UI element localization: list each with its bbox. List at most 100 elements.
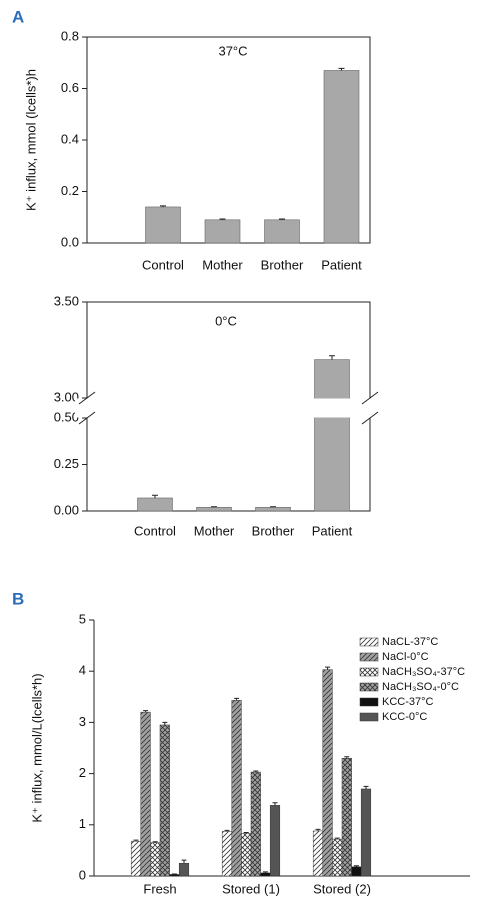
bar — [312, 830, 324, 877]
error-bar — [234, 697, 240, 701]
error-bar — [171, 873, 177, 875]
y-tick-label: 2 — [79, 765, 86, 780]
panel-label: A — [12, 7, 24, 26]
bar — [145, 206, 181, 244]
legend-swatch — [359, 712, 379, 722]
error-bar — [224, 829, 230, 832]
bar — [323, 70, 360, 244]
error-bar — [152, 494, 158, 498]
legend-swatch — [359, 637, 379, 647]
x-tick-label: Patient — [312, 523, 353, 538]
y-axis-label: K⁺ influx, mmol/L(lcells*h) — [29, 673, 44, 822]
panel-label: B — [12, 589, 24, 608]
y-tick-label: 0 — [79, 867, 86, 882]
error-bar — [160, 205, 166, 207]
bar — [351, 866, 362, 877]
bar — [260, 872, 271, 877]
x-tick-label: Fresh — [143, 881, 176, 896]
bar — [231, 700, 242, 877]
y-tick-label: 0.6 — [61, 80, 79, 95]
axis-break-gap — [75, 398, 382, 418]
legend-label: KCC-0°C — [382, 711, 427, 723]
y-axis-label: K⁺ influx, mmol (lcells*)h — [23, 69, 38, 211]
legend-label: KCC-37°C — [382, 696, 434, 708]
error-bar — [329, 355, 335, 360]
x-tick-label: Stored (2) — [313, 881, 371, 896]
bar — [178, 862, 190, 877]
legend-swatch — [359, 652, 379, 662]
error-bar — [181, 859, 187, 864]
bar — [241, 833, 252, 877]
legend-swatch — [359, 697, 379, 707]
legend-label: NaCL-37°C — [382, 636, 438, 648]
axis-break-mark — [361, 391, 379, 405]
y-tick-label: 3 — [79, 714, 86, 729]
bar — [314, 359, 350, 512]
error-bar — [325, 666, 331, 670]
axis-break-mark — [78, 411, 96, 425]
error-bar — [270, 506, 276, 508]
y-tick-label: 0.8 — [61, 28, 79, 43]
legend-label: NaCH₃SO₄-37°C — [382, 666, 465, 678]
bar — [130, 840, 142, 877]
error-bar — [162, 721, 168, 725]
bar — [322, 669, 333, 877]
bar — [137, 497, 173, 512]
bar — [204, 219, 241, 244]
error-bar — [243, 831, 249, 834]
error-bar — [152, 841, 158, 843]
error-bar — [262, 871, 268, 873]
y-tick-label: 0.0 — [61, 234, 79, 249]
annotation: 37°C — [218, 43, 247, 58]
axis-break-mark — [361, 411, 379, 425]
y-tick-label: 0.2 — [61, 183, 79, 198]
bar — [150, 842, 161, 877]
y-tick-label: 4 — [79, 663, 86, 678]
bar — [264, 219, 300, 244]
error-bar — [363, 785, 369, 789]
bar — [255, 506, 291, 512]
y-tick-label: 0.50 — [54, 409, 79, 424]
error-bar — [338, 67, 345, 71]
y-tick-label: 3.00 — [54, 389, 79, 404]
y-tick-label: 3.50 — [54, 293, 79, 308]
y-tick-label: 5 — [79, 611, 86, 626]
error-bar — [334, 837, 340, 840]
x-tick-label: Brother — [261, 257, 304, 272]
error-bar — [143, 710, 149, 713]
y-tick-label: 0.00 — [54, 502, 79, 517]
bar — [332, 838, 343, 877]
x-tick-label: Control — [134, 523, 176, 538]
bar — [221, 831, 233, 877]
x-tick-label: Stored (1) — [222, 881, 280, 896]
bar — [269, 805, 281, 877]
y-tick-label: 1 — [79, 816, 86, 831]
error-bar — [211, 506, 217, 508]
error-bar — [353, 865, 359, 867]
error-bar — [315, 828, 321, 831]
x-tick-label: Mother — [194, 523, 235, 538]
error-bar — [219, 218, 226, 220]
error-bar — [272, 802, 278, 806]
x-tick-label: Brother — [252, 523, 295, 538]
bar — [360, 788, 372, 877]
error-bar — [344, 756, 350, 759]
bar — [159, 724, 170, 877]
legend-swatch — [359, 682, 379, 692]
x-tick-label: Control — [142, 257, 184, 272]
x-tick-label: Patient — [321, 257, 362, 272]
x-tick-label: Mother — [202, 257, 243, 272]
legend-label: NaCH₃SO₄-0°C — [382, 681, 459, 693]
bar — [341, 757, 352, 877]
error-bar — [279, 218, 285, 220]
axis-break-mark — [78, 391, 96, 405]
bar — [169, 874, 180, 877]
y-tick-label: 0.25 — [54, 456, 79, 471]
error-bar — [253, 770, 259, 773]
annotation: 0°C — [215, 313, 237, 328]
error-bar — [133, 839, 139, 842]
y-tick-label: 0.4 — [61, 131, 79, 146]
bar — [250, 771, 261, 877]
legend-label: NaCl-0°C — [382, 651, 429, 663]
